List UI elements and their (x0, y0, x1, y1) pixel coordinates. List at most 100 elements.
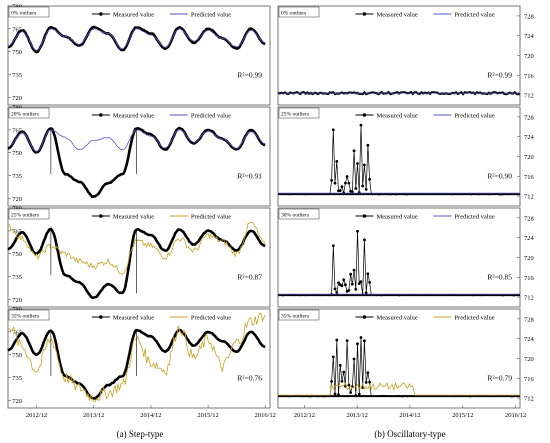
legend-measured-marker (99, 113, 103, 117)
panel-label-box (8, 309, 50, 321)
y-tick-label: 716 (524, 376, 535, 383)
measured-point (345, 175, 349, 178)
measured-point (340, 185, 344, 189)
panel-label: 25% outliers (8, 208, 50, 220)
r-squared-label: R²=0.99 (487, 70, 512, 79)
measured-point (368, 280, 372, 284)
measured-point (333, 181, 337, 185)
panel-label-text: 0% outliers (11, 11, 36, 17)
x-tick-label: 2013/12 (83, 412, 104, 419)
predicted-series-line (8, 28, 266, 51)
measured-point (342, 278, 346, 282)
y-tick-label: 712 (524, 93, 534, 100)
x-tick-label: 2012/12 (294, 412, 315, 419)
y-tick-label: 724 (524, 336, 535, 343)
y-tick-label: 750 (12, 251, 22, 258)
measured-point (330, 178, 333, 182)
r-squared-label: R²=0.90 (487, 171, 512, 180)
measured-point (366, 371, 370, 375)
x-tick-label: 2014/12 (399, 412, 420, 419)
panel-label-box (278, 208, 320, 220)
measured-point (357, 282, 361, 285)
y-tick-label: 716 (524, 73, 535, 80)
panel-label: 0% outliers (278, 6, 320, 18)
measured-point (354, 287, 358, 291)
panel-frame (277, 106, 521, 207)
measured-point (364, 188, 368, 191)
r-squared-label: R²=0.76 (237, 373, 262, 382)
panel-label: 30% outliers (278, 208, 320, 220)
y-tick-label: 750 (12, 150, 22, 157)
y-tick-label: 735 (12, 173, 22, 180)
measured-point (337, 281, 340, 285)
panel-label: 25% outliers (278, 107, 320, 119)
legend-predicted-label: Predicted value (191, 214, 231, 221)
caption-oscillatory-type: (b) Oscillatory-type (374, 429, 445, 439)
measured-point (335, 291, 339, 294)
measured-point (344, 181, 347, 185)
legend-measured-marker (99, 214, 103, 218)
panel-label-box (278, 107, 320, 119)
measured-point (333, 392, 337, 396)
measured-point (340, 379, 344, 383)
legend-measured-label: Measured value (113, 12, 154, 19)
legend-measured-label: Measured value (113, 113, 154, 120)
legend-predicted-label: Predicted value (454, 113, 494, 120)
measured-point (347, 288, 351, 292)
panel-label: 20% outliers (8, 107, 50, 119)
panel-frame (277, 5, 521, 106)
measured-point (342, 370, 346, 374)
legend-measured-marker (362, 113, 367, 117)
measured-point (344, 283, 347, 287)
panel-frame (7, 106, 271, 207)
measured-point (347, 383, 351, 387)
chart-panel: 712 716 720 724 728 35% outliers Measured valu… (277, 308, 535, 419)
y-tick-label: 765 (12, 228, 22, 235)
measured-point (352, 357, 356, 361)
measured-point (331, 128, 335, 132)
x-tick-label: 2012/12 (26, 412, 47, 419)
oscillatory-type-column: 712 716 720 724 728 0% outliers Measured value… (277, 5, 535, 419)
measured-point (354, 187, 358, 190)
panel-frame (277, 207, 521, 308)
measured-point (366, 272, 370, 276)
legend-measured-marker (362, 12, 367, 16)
measured-point (335, 159, 339, 163)
chart-panel: 712 716 720 724 728 30% outliers Measured valu… (277, 207, 535, 308)
y-tick-label: 720 (12, 196, 22, 203)
panel-label-text: 35% outliers (11, 314, 39, 320)
legend-measured-label: Measured value (113, 214, 154, 221)
legend-predicted-label: Predicted value (191, 113, 231, 120)
panel-label-box (278, 309, 320, 321)
y-tick-label: 716 (524, 174, 535, 181)
y-tick-label: 712 (524, 295, 534, 302)
panel-frame (7, 207, 271, 308)
y-tick-label: 716 (524, 275, 535, 282)
legend-predicted-label: Predicted value (454, 12, 494, 19)
measured-point (350, 282, 354, 286)
panel-label-box (278, 6, 320, 18)
y-tick-label: 712 (524, 396, 534, 403)
panel-label: 35% outliers (278, 309, 320, 321)
chart-panel: 712 716 720 724 728 25% outliers Measured valu… (277, 106, 535, 207)
x-tick-label: 2015/12 (197, 412, 218, 419)
measured-point (349, 391, 352, 394)
x-tick-label: 2014/12 (140, 412, 161, 419)
legend-predicted-label: Predicted value (191, 12, 231, 19)
legend-predicted-label: Predicted value (454, 315, 494, 322)
legend-measured-marker (99, 315, 103, 319)
caption-step-type: (a) Step-type (117, 429, 164, 439)
y-tick-label: 720 (524, 53, 534, 60)
legend-measured-label: Measured value (376, 12, 417, 19)
panel-label-text: 0% outliers (281, 11, 306, 17)
measured-point (349, 272, 352, 276)
measured-point (335, 338, 339, 342)
predicted-series-line (278, 381, 520, 396)
measured-point (350, 190, 354, 194)
r-squared-label: R²=0.79 (487, 373, 512, 382)
